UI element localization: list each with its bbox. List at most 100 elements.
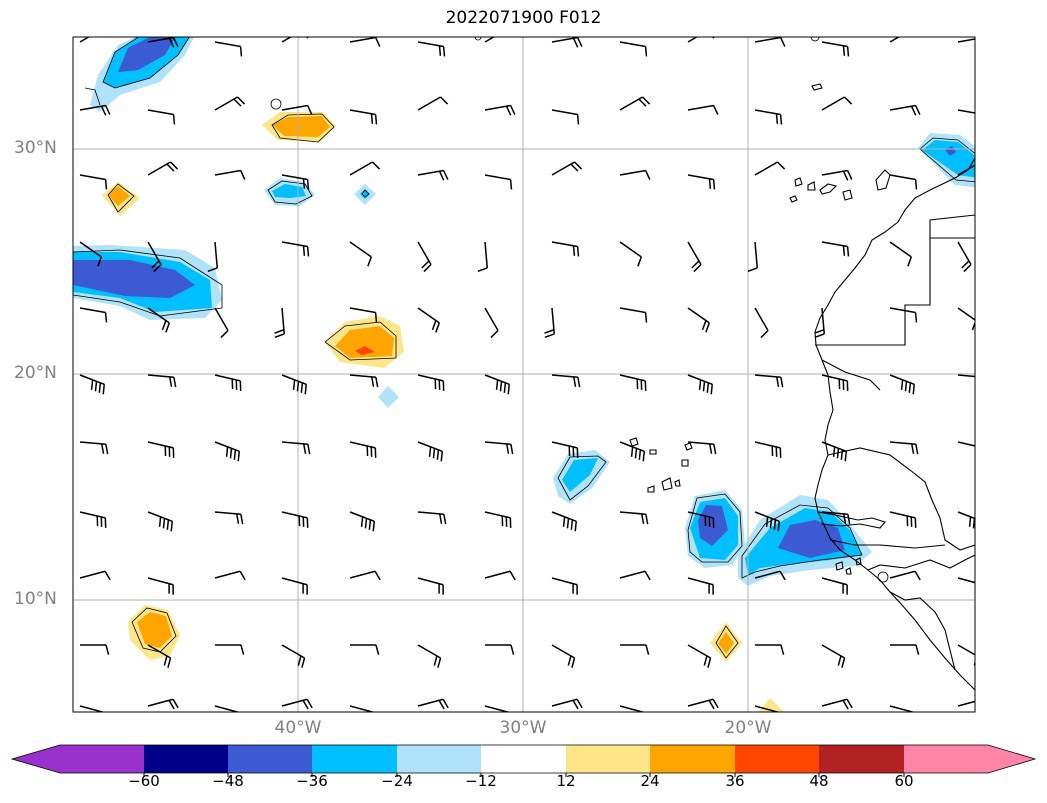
wind-barb-flag [509, 570, 516, 581]
wind-barb-flag [372, 521, 376, 532]
wind-barb-flag [292, 379, 296, 390]
colorbar-tick-label: −36 [296, 772, 328, 790]
wind-barb [281, 577, 308, 586]
contour-region [118, 37, 175, 72]
wind-barb-flag [914, 179, 918, 190]
wind-barb-flag [914, 570, 921, 581]
contour-region [73, 260, 195, 298]
wind-barb-flag [364, 518, 368, 529]
wind-barb [214, 41, 241, 48]
wind-barb-flag [236, 513, 240, 524]
wind-barb [957, 307, 975, 321]
wind-barb [957, 374, 975, 378]
wind-barb [687, 374, 713, 386]
wind-barb [551, 577, 578, 586]
wind-barb [79, 570, 106, 579]
wind-barb-flag [980, 377, 982, 387]
colorbar-tick-label: 24 [640, 772, 660, 790]
wind-barb-flag [644, 312, 648, 323]
wind-barb-flag [375, 644, 380, 655]
contour-region [360, 189, 370, 199]
wind-barb-flag [576, 114, 580, 125]
wind-barb-flag [983, 699, 988, 708]
colorbar-segment [819, 745, 905, 773]
wind-barb [417, 511, 444, 516]
contour-region [272, 116, 330, 137]
wind-barb-flag [576, 37, 583, 47]
wind-barb [417, 698, 444, 707]
wind-barb-flag [374, 37, 381, 47]
wind-barb-flag [775, 113, 779, 124]
wind-barb-flag [225, 446, 229, 457]
wind-barb [349, 109, 376, 116]
wind-barb [889, 374, 915, 386]
wind-barb [147, 161, 171, 176]
wind-barb-flag [780, 644, 785, 655]
wind-barb-flag [747, 267, 758, 273]
lat-label-20n: 20°N [14, 363, 57, 383]
wind-barb-flag [102, 384, 106, 395]
wind-barb-flag [977, 520, 978, 530]
wind-barb-flag [760, 329, 769, 339]
wind-barb [281, 441, 308, 446]
wind-barb [147, 644, 171, 659]
wind-barb [687, 174, 714, 181]
lat-label-10n: 10°N [14, 589, 57, 609]
wind-barb-flag [971, 320, 975, 331]
colorbar-segment [735, 745, 820, 773]
wind-barb-flag [360, 516, 364, 527]
wind-barb [484, 441, 511, 446]
wind-barb [417, 374, 444, 382]
wind-barb-flag [976, 323, 979, 332]
wind-barb-flag [233, 98, 242, 107]
wind-barb-flag [98, 382, 102, 393]
wind-barb [214, 241, 219, 268]
wind-barb-flag [104, 570, 111, 581]
colorbar-outline [10, 744, 1037, 774]
wind-barb [687, 698, 714, 707]
wind-barb-flag [101, 443, 105, 454]
wind-barb-flag [842, 699, 849, 710]
wind-barb [889, 104, 916, 111]
wind-barb-flag [968, 516, 972, 527]
wind-barb [957, 700, 975, 707]
wind-barb [79, 511, 106, 519]
wind-barb-flag [566, 518, 570, 529]
wind-barb [147, 307, 170, 324]
wind-barb-flag [306, 105, 313, 115]
wind-barb [147, 241, 162, 265]
wind-barb-flag [691, 260, 700, 269]
wind-barb-flag [712, 105, 719, 115]
wind-barb-flag [842, 45, 846, 56]
colorbar-tick-label: 60 [894, 772, 914, 790]
wind-barb-flag [576, 698, 583, 709]
lon-label-30w: 30°W [499, 718, 547, 738]
wind-barb [281, 241, 308, 248]
wind-barb [551, 374, 578, 379]
wind-barb [417, 96, 441, 111]
wind-barb-flag [846, 246, 850, 257]
wind-barb [687, 104, 714, 111]
wind-barbs [79, 37, 988, 712]
wind-barb [417, 577, 444, 586]
wind-barb [484, 37, 496, 43]
wind-barb-flag [439, 513, 443, 524]
wind-barb-flag [428, 446, 432, 457]
wind-barb [214, 96, 238, 111]
wind-barb [349, 241, 372, 258]
colorbar-segment [650, 745, 736, 773]
wind-barb [889, 307, 916, 314]
wind-barb-flag [173, 377, 177, 388]
wind-barb [551, 307, 556, 334]
wind-barb [214, 570, 241, 579]
wind-barb [687, 441, 714, 446]
wind-barb [147, 374, 174, 379]
wind-barb-flag [911, 443, 915, 454]
wind-barb-flag [239, 46, 243, 57]
colorbar [10, 744, 1037, 777]
wind-barb-flag [701, 320, 707, 331]
colorbar-extend-right [988, 745, 1035, 773]
wind-barb-flag [910, 105, 917, 116]
colorbar-tick-label: 12 [556, 772, 576, 790]
wind-barb-flag [440, 451, 444, 462]
